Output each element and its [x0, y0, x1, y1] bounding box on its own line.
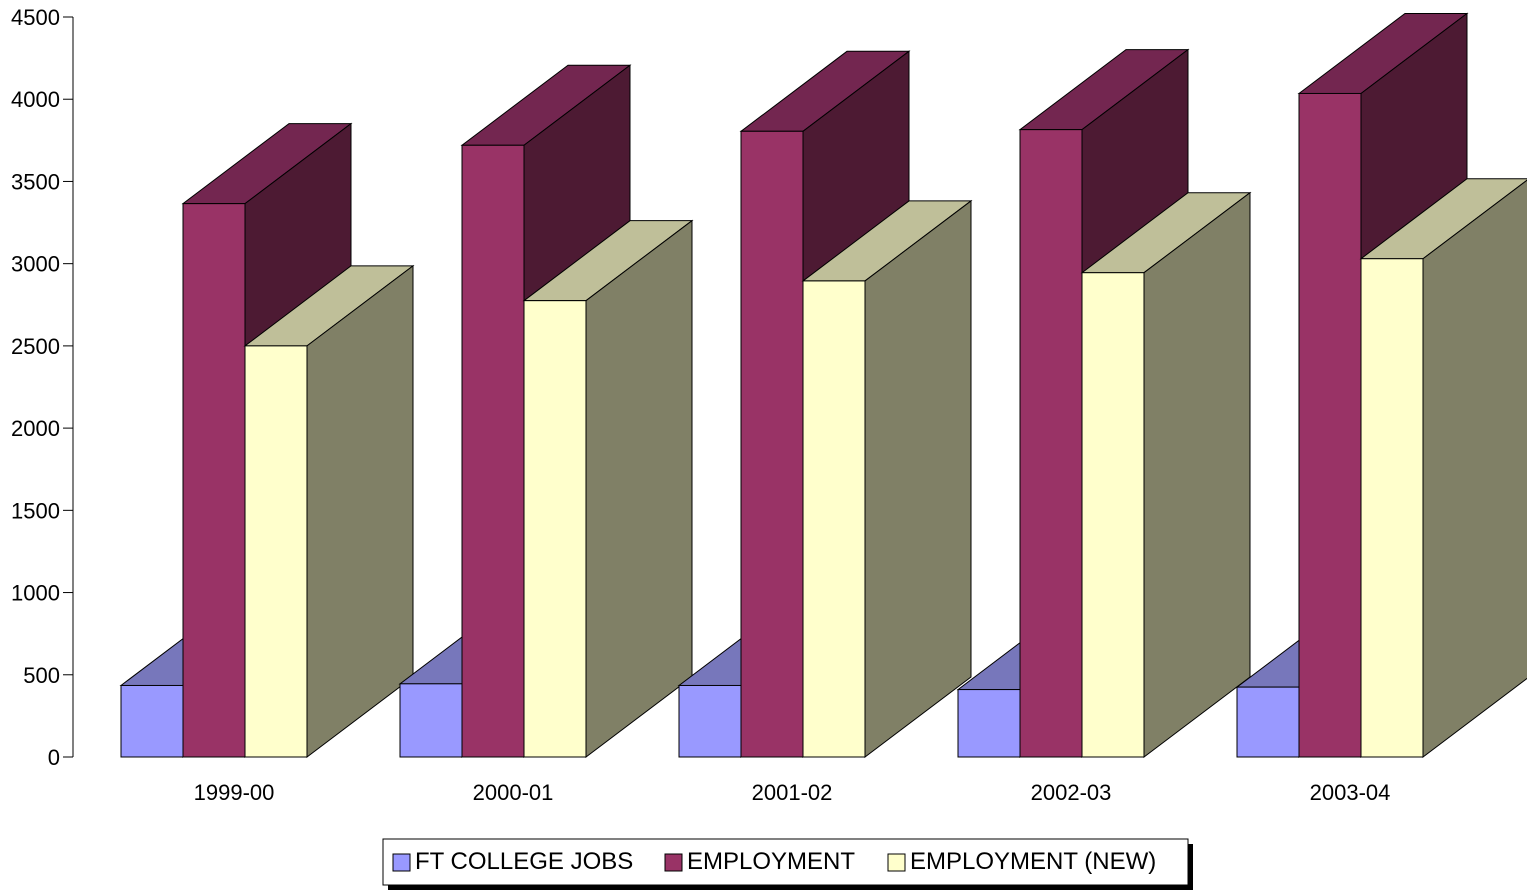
- bar-front: [678, 684, 742, 758]
- legend-swatch: [887, 853, 906, 872]
- y-tick-label: 0: [48, 745, 60, 770]
- bar-side: [1422, 179, 1527, 759]
- bar-side: [1143, 191, 1251, 759]
- y-tick-label: 3000: [11, 252, 60, 277]
- bar-front: [1019, 129, 1083, 758]
- legend-swatch: [392, 853, 411, 872]
- bar-front: [399, 683, 463, 758]
- legend-swatch: [664, 853, 683, 872]
- bar: [1080, 191, 1252, 759]
- legend-label: FT COLLEGE JOBS: [415, 848, 633, 875]
- bars: [119, 12, 1527, 759]
- bar: [801, 199, 973, 759]
- bar-front: [120, 684, 184, 758]
- bar-front: [1298, 92, 1362, 758]
- legend-label: EMPLOYMENT: [687, 848, 855, 875]
- x-axis: 1999-00 2000-01 2001-02 2002-03 2003-04: [194, 780, 1391, 805]
- bar: [522, 219, 694, 759]
- bar-front: [1236, 686, 1300, 758]
- bar-front: [523, 300, 587, 758]
- y-axis: 0 500 1000 1500 2000 2500 3000 3500 4000 4500: [11, 5, 74, 770]
- y-tick-label: 500: [23, 663, 60, 688]
- x-tick-label: 2002-03: [1031, 780, 1112, 805]
- y-tick-label: 4500: [11, 5, 60, 30]
- bar-front: [802, 280, 866, 758]
- bar: [1359, 178, 1527, 759]
- bar-front: [740, 130, 804, 758]
- bar-group: [1235, 12, 1527, 759]
- bar-front: [182, 203, 246, 758]
- bar-front: [244, 345, 308, 758]
- x-tick-label: 2003-04: [1310, 780, 1391, 805]
- y-tick-label: 1500: [11, 498, 60, 523]
- legend: FT COLLEGE JOBS EMPLOYMENT EMPLOYMENT (NEW…: [382, 838, 1193, 890]
- legend-box: [382, 838, 1189, 886]
- y-tick-label: 4000: [11, 87, 60, 112]
- y-tick-label: 1000: [11, 581, 60, 606]
- x-tick-label: 1999-00: [194, 780, 275, 805]
- bar-group: [677, 50, 973, 759]
- legend-label: EMPLOYMENT (NEW): [910, 848, 1156, 875]
- bar-side: [306, 264, 414, 759]
- bar-front: [957, 689, 1021, 758]
- bar: [243, 264, 415, 759]
- bar-front: [1360, 258, 1424, 758]
- bar-side: [585, 219, 693, 759]
- bar-group: [956, 48, 1252, 759]
- bar-front: [1081, 272, 1145, 758]
- x-tick-label: 2000-01: [473, 780, 554, 805]
- bar-side: [864, 199, 972, 759]
- bar-group: [119, 122, 415, 759]
- y-tick-label: 2000: [11, 416, 60, 441]
- x-tick-label: 2001-02: [752, 780, 833, 805]
- bar-group: [398, 64, 694, 759]
- y-tick-label: 2500: [11, 334, 60, 359]
- y-tick-label: 3500: [11, 169, 60, 194]
- bar-front: [461, 144, 525, 758]
